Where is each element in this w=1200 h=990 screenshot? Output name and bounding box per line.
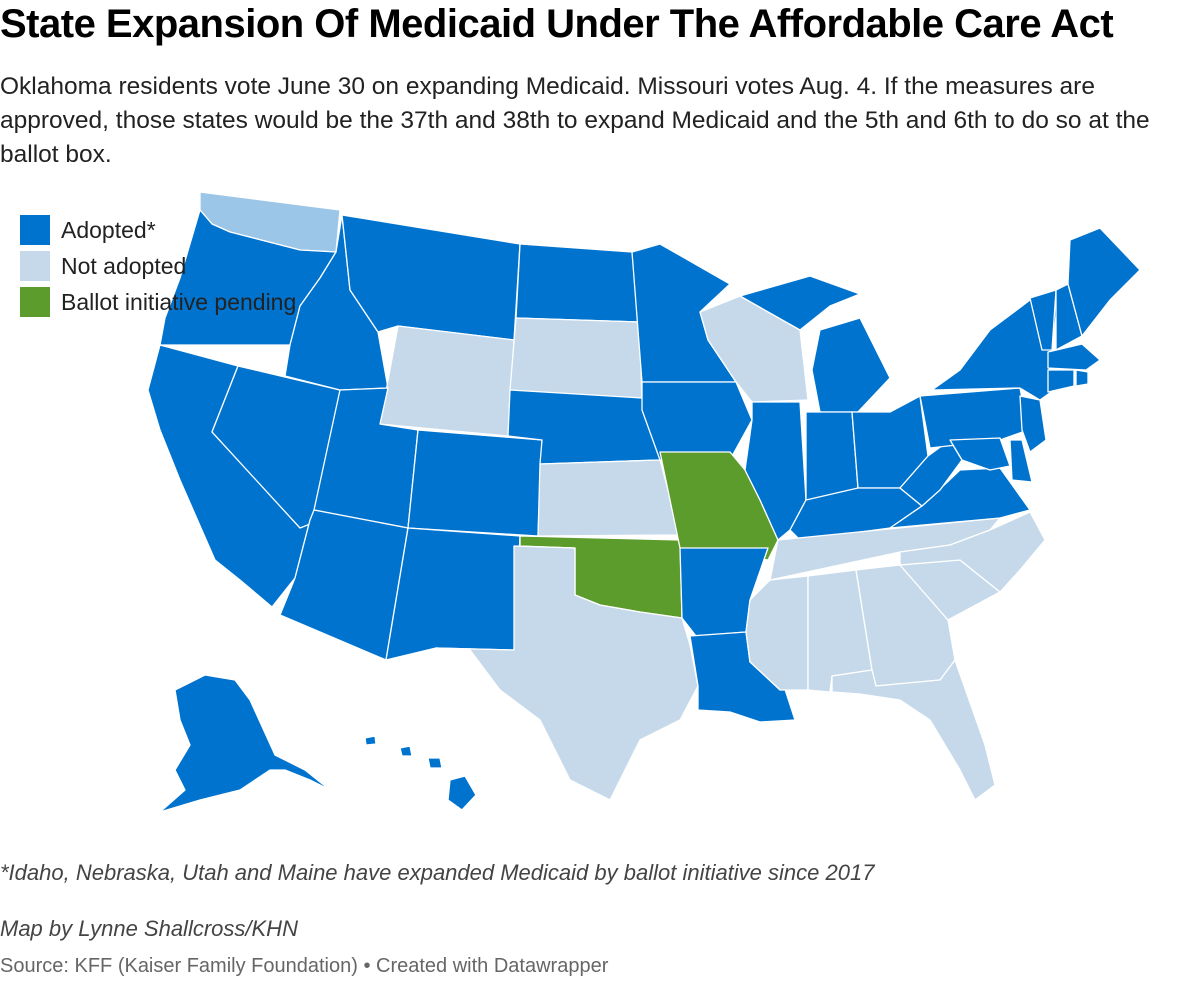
state-ME[interactable] <box>1067 227 1141 337</box>
legend-label-adopted: Adopted* <box>61 216 156 243</box>
map-legend: Adopted* Not adopted Ballot initiative p… <box>20 212 296 320</box>
state-NM[interactable] <box>385 527 521 661</box>
map-footnote: *Idaho, Nebraska, Utah and Maine have ex… <box>0 860 875 885</box>
state-CO[interactable] <box>407 429 543 537</box>
state-ND[interactable] <box>515 243 641 323</box>
us-medicaid-map <box>147 191 1141 813</box>
legend-swatch-pending <box>20 287 50 317</box>
legend-item-not-adopted: Not adopted <box>20 248 296 284</box>
state-MA[interactable] <box>1047 343 1101 371</box>
map-byline: Map by Lynne Shallcross/KHN <box>0 916 298 941</box>
legend-item-pending: Ballot initiative pending <box>20 284 296 320</box>
state-PA[interactable] <box>919 387 1029 449</box>
state-RI[interactable] <box>1075 369 1089 387</box>
state-MD[interactable] <box>949 437 1011 471</box>
legend-item-adopted: Adopted* <box>20 212 296 248</box>
state-DE[interactable] <box>1009 439 1033 483</box>
state-IA[interactable] <box>641 381 753 461</box>
state-HI[interactable] <box>364 735 477 811</box>
legend-label-not-adopted: Not adopted <box>61 252 187 279</box>
map-subtitle: Oklahoma residents vote June 30 on expan… <box>0 73 1150 168</box>
state-NC[interactable] <box>899 511 1046 593</box>
state-AK[interactable] <box>159 674 331 813</box>
legend-swatch-adopted <box>20 215 50 245</box>
map-title: State Expansion Of Medicaid Under The Af… <box>0 2 1114 46</box>
state-KS[interactable] <box>537 459 681 537</box>
state-CT[interactable] <box>1047 369 1075 393</box>
state-VT[interactable] <box>1029 289 1057 351</box>
legend-swatch-not-adopted <box>20 251 50 281</box>
map-source: Source: KFF (Kaiser Family Foundation) •… <box>0 955 609 977</box>
state-WY[interactable] <box>379 325 515 437</box>
legend-label-pending: Ballot initiative pending <box>61 288 297 315</box>
state-FL[interactable] <box>831 659 996 801</box>
state-NJ[interactable] <box>1019 395 1047 453</box>
state-TX[interactable] <box>435 545 699 801</box>
